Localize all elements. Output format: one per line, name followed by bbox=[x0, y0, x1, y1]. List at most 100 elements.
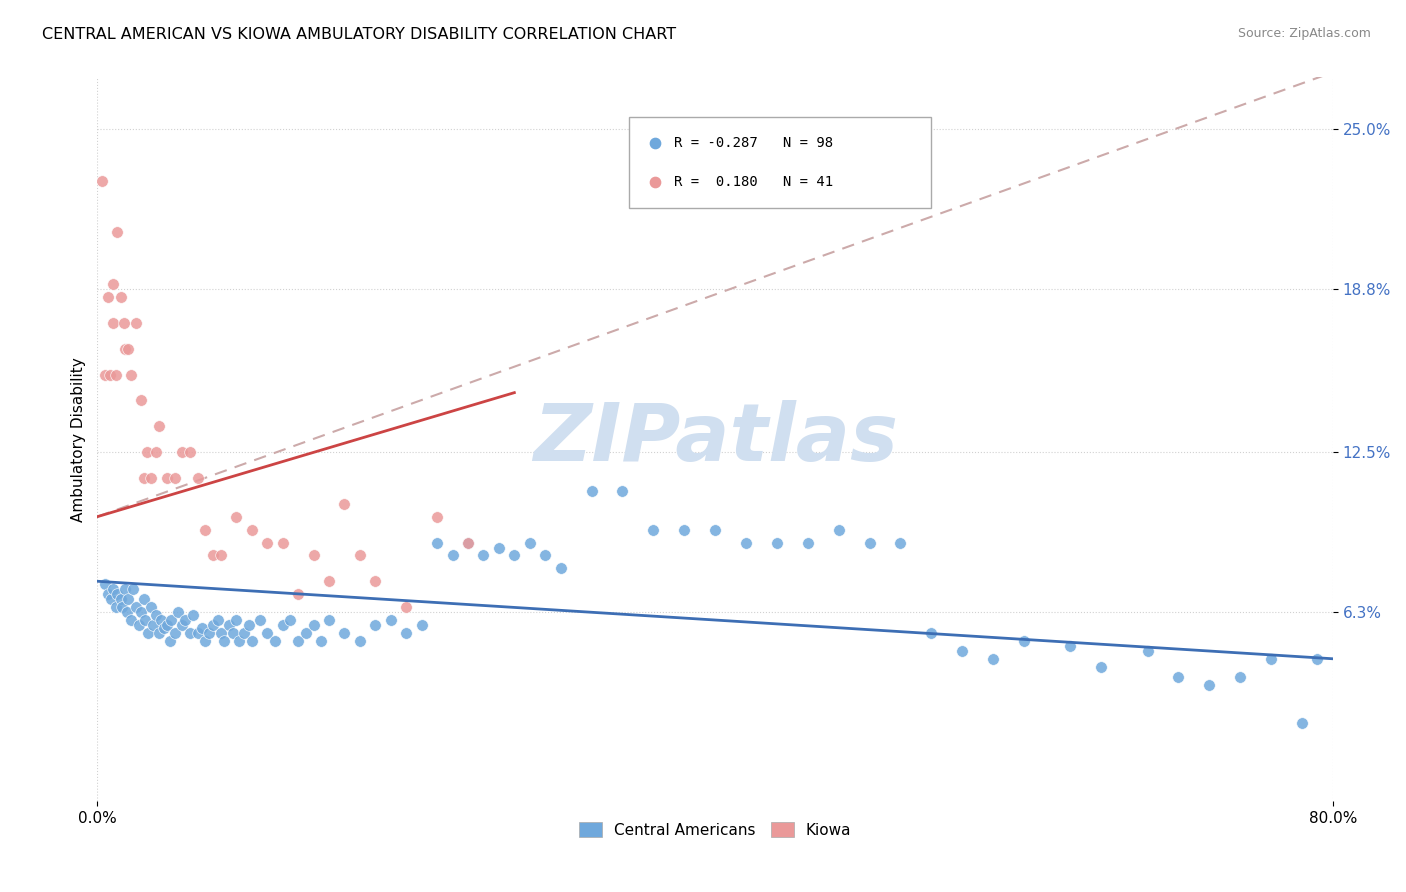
Point bbox=[233, 626, 256, 640]
Point bbox=[395, 626, 418, 640]
Point bbox=[194, 633, 217, 648]
Point bbox=[129, 605, 152, 619]
Point bbox=[172, 618, 194, 632]
Point bbox=[287, 587, 309, 601]
Point bbox=[228, 633, 250, 648]
Point bbox=[581, 483, 603, 498]
Point bbox=[174, 613, 197, 627]
Point bbox=[107, 587, 129, 601]
Point bbox=[950, 644, 973, 658]
Point bbox=[766, 535, 789, 549]
Point bbox=[271, 618, 294, 632]
Point bbox=[148, 419, 170, 434]
Point bbox=[187, 626, 209, 640]
Legend: Central Americans, Kiowa: Central Americans, Kiowa bbox=[572, 815, 858, 844]
Point bbox=[240, 633, 263, 648]
Point bbox=[142, 618, 165, 632]
Point bbox=[238, 618, 260, 632]
Point bbox=[100, 592, 122, 607]
Point bbox=[132, 592, 155, 607]
Point bbox=[828, 523, 851, 537]
Point bbox=[159, 633, 181, 648]
Point bbox=[364, 574, 387, 589]
Point bbox=[457, 535, 479, 549]
Point bbox=[1306, 652, 1329, 666]
Point bbox=[349, 549, 371, 563]
Point bbox=[117, 592, 139, 607]
Point bbox=[1291, 716, 1313, 731]
Point bbox=[1229, 670, 1251, 684]
Point bbox=[441, 549, 464, 563]
Point bbox=[179, 445, 201, 459]
Point bbox=[163, 471, 186, 485]
Point bbox=[134, 613, 156, 627]
Point bbox=[395, 600, 418, 615]
Point bbox=[457, 535, 479, 549]
Point bbox=[333, 626, 356, 640]
Point bbox=[1260, 652, 1282, 666]
Point bbox=[318, 574, 340, 589]
Point bbox=[135, 445, 157, 459]
Point bbox=[149, 613, 172, 627]
Point bbox=[97, 290, 120, 304]
Point bbox=[122, 582, 145, 596]
Point bbox=[271, 535, 294, 549]
Point bbox=[704, 523, 727, 537]
Point bbox=[145, 445, 167, 459]
Text: R = -0.287   N = 98: R = -0.287 N = 98 bbox=[675, 136, 834, 150]
Point bbox=[187, 471, 209, 485]
Point bbox=[207, 613, 229, 627]
Point bbox=[197, 626, 219, 640]
Point bbox=[181, 607, 204, 622]
Point bbox=[411, 618, 433, 632]
Point bbox=[111, 600, 134, 615]
Point bbox=[104, 600, 127, 615]
Point bbox=[222, 626, 245, 640]
Point bbox=[166, 605, 188, 619]
Point bbox=[797, 535, 820, 549]
Point bbox=[1136, 644, 1159, 658]
Text: ZIPatlas: ZIPatlas bbox=[533, 401, 897, 478]
Point bbox=[318, 613, 340, 627]
Text: R =  0.180   N = 41: R = 0.180 N = 41 bbox=[675, 176, 834, 189]
Point bbox=[735, 535, 758, 549]
Point bbox=[426, 509, 449, 524]
Point bbox=[114, 342, 136, 356]
Point bbox=[94, 368, 117, 382]
Point bbox=[172, 445, 194, 459]
Point bbox=[156, 618, 179, 632]
Point bbox=[1198, 678, 1220, 692]
Point bbox=[1012, 633, 1035, 648]
Point bbox=[264, 633, 287, 648]
Point bbox=[136, 626, 159, 640]
Point bbox=[191, 621, 214, 635]
Point bbox=[218, 618, 240, 632]
Point bbox=[1090, 659, 1112, 673]
Point bbox=[156, 471, 179, 485]
Point bbox=[519, 535, 541, 549]
Point bbox=[91, 174, 114, 188]
Point bbox=[981, 652, 1004, 666]
Point bbox=[125, 316, 148, 330]
Point bbox=[534, 549, 557, 563]
Text: Source: ZipAtlas.com: Source: ZipAtlas.com bbox=[1237, 27, 1371, 40]
Point bbox=[225, 613, 247, 627]
Point bbox=[110, 290, 132, 304]
Point bbox=[141, 600, 163, 615]
Point bbox=[503, 549, 526, 563]
Point bbox=[673, 523, 696, 537]
Point bbox=[1167, 670, 1189, 684]
Point bbox=[280, 613, 302, 627]
Point bbox=[163, 626, 186, 640]
Point bbox=[256, 535, 278, 549]
Point bbox=[333, 497, 356, 511]
Point bbox=[179, 626, 201, 640]
Point bbox=[209, 549, 232, 563]
Point bbox=[128, 618, 150, 632]
Point bbox=[302, 549, 325, 563]
Point bbox=[148, 626, 170, 640]
Point bbox=[256, 626, 278, 640]
Point bbox=[240, 523, 263, 537]
Point bbox=[426, 535, 449, 549]
Point bbox=[858, 535, 880, 549]
